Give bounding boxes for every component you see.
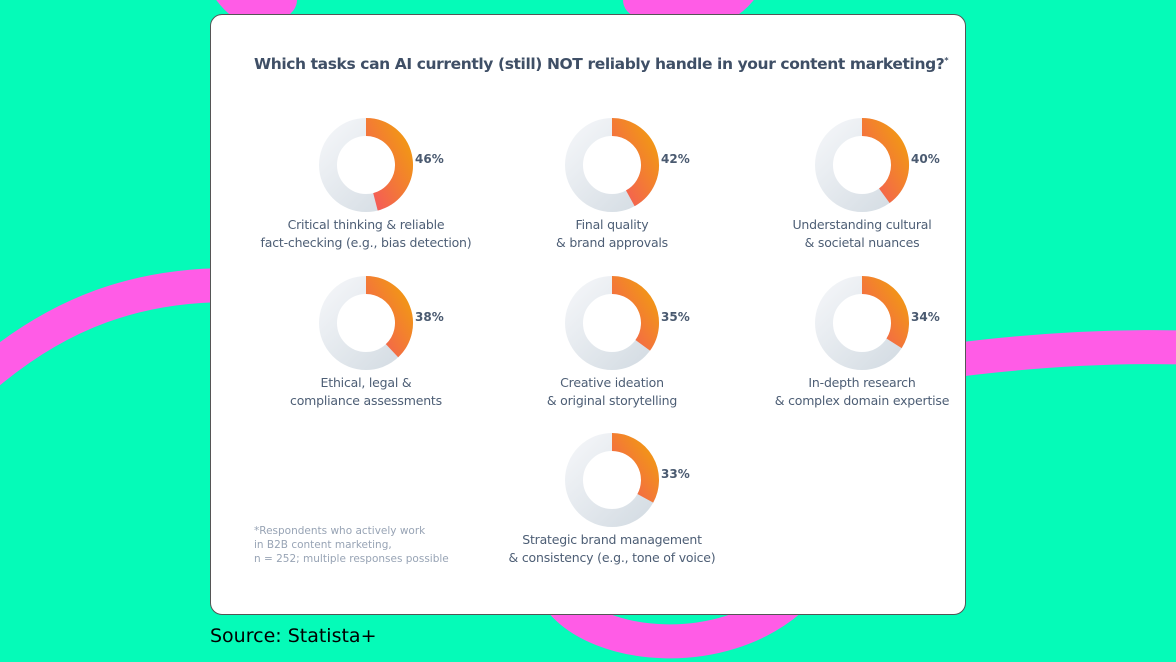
category-label-line: & original storytelling: [546, 393, 678, 408]
category-label-line: Final quality: [575, 217, 649, 232]
chart-title: Which tasks can AI currently (still) NOT…: [254, 55, 949, 73]
category-label-line: & complex domain expertise: [774, 393, 950, 408]
value-label: 40%: [911, 152, 940, 166]
swoosh-bottom: [543, 583, 807, 659]
category-label: Ethical, legal & compliance assessments: [236, 374, 496, 410]
category-label: Final quality & brand approvals: [482, 216, 742, 252]
donut-segment: [611, 118, 659, 207]
category-label-line: & consistency (e.g., tone of voice): [508, 550, 716, 565]
donut-6: [815, 276, 909, 370]
donut-5: [565, 276, 659, 370]
donut-segment: [611, 276, 659, 351]
value-label: 33%: [661, 467, 690, 481]
swoosh-top-left: [216, 0, 297, 27]
source-text: Source: Statista+: [210, 625, 377, 647]
donut-segment: [611, 433, 659, 503]
category-label-line: compliance assessments: [290, 393, 442, 408]
donut-chart: [319, 118, 909, 527]
donut-3: [815, 118, 909, 212]
chart-card: Which tasks can AI currently (still) NOT…: [210, 14, 966, 615]
category-label-line: & societal nuances: [804, 235, 920, 250]
category-label-line: Strategic brand management: [522, 532, 702, 547]
value-label: 38%: [415, 310, 444, 324]
value-label: 42%: [661, 152, 690, 166]
swoosh-left: [0, 268, 247, 386]
value-label: 34%: [911, 310, 940, 324]
category-label-line: In-depth research: [808, 375, 916, 390]
category-label: Understanding cultural & societal nuances: [732, 216, 992, 252]
donut-segment: [365, 118, 413, 211]
donut-4: [319, 276, 413, 370]
donut-2: [565, 118, 659, 212]
category-label-line: Critical thinking & reliable: [287, 217, 445, 232]
category-label: In-depth research & complex domain expert…: [732, 374, 992, 410]
donut-7: [565, 433, 659, 527]
category-label: Creative ideation & original storytelling: [482, 374, 742, 410]
category-label-line: Understanding cultural: [792, 217, 932, 232]
value-label: 46%: [415, 152, 444, 166]
swoosh-top-mid: [623, 0, 754, 30]
category-label: Critical thinking & reliable fact-checkin…: [236, 216, 496, 252]
donut-segment: [861, 276, 909, 349]
category-label-line: & brand approvals: [556, 235, 668, 250]
donut-segment: [365, 276, 413, 358]
category-label: Strategic brand management & consistency …: [482, 531, 742, 567]
footnote: *Respondents who actively work in B2B co…: [254, 525, 449, 565]
value-label: 35%: [661, 310, 690, 324]
category-label-line: Ethical, legal &: [320, 375, 412, 390]
swoosh-right: [923, 330, 1176, 379]
category-label-line: Creative ideation: [560, 375, 664, 390]
category-label-line: fact-checking (e.g., bias detection): [260, 235, 472, 250]
donut-segment: [861, 118, 909, 204]
donut-1: [319, 118, 413, 212]
